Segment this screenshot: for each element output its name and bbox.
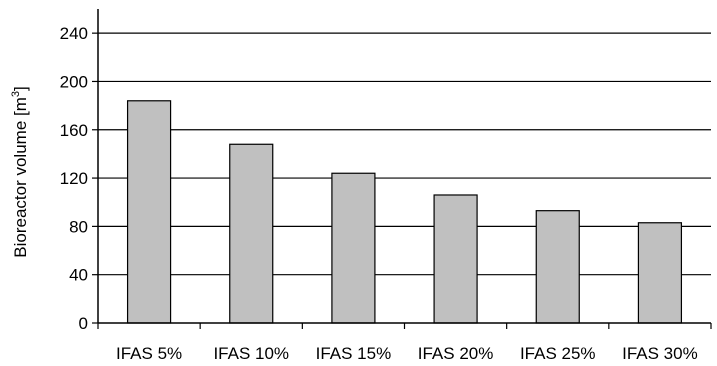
y-tick-labels: 0 40 80 120 160 200 240 <box>60 24 88 333</box>
axes <box>92 9 712 329</box>
x-tick-label-6: IFAS 30% <box>622 344 698 363</box>
y-tick-label-80: 80 <box>69 217 88 236</box>
x-tick-label-4: IFAS 20% <box>418 344 494 363</box>
bar-1 <box>126 100 172 324</box>
bar-2 <box>229 143 274 324</box>
x-tick-label-1: IFAS 5% <box>116 344 182 363</box>
bar-3 <box>331 172 376 324</box>
y-tick-label-0: 0 <box>79 314 88 333</box>
bars <box>126 100 683 324</box>
y-tick-label-240: 240 <box>60 24 88 43</box>
y-tick-label-200: 200 <box>60 72 88 91</box>
gridlines <box>98 32 711 276</box>
x-tick-label-5: IFAS 25% <box>520 344 596 363</box>
bar-6 <box>637 222 683 324</box>
y-axis-label-superscript: 3 <box>10 91 22 97</box>
bar-4 <box>433 194 478 324</box>
y-axis-label-text: Bioreactor volume [m <box>11 97 30 258</box>
x-tick-labels: IFAS 5% IFAS 10% IFAS 15% IFAS 20% IFAS 25% I… <box>116 344 698 363</box>
y-axis-label: Bioreactor volume [m3] <box>10 86 30 257</box>
x-tick-label-3: IFAS 15% <box>316 344 392 363</box>
y-tick-label-120: 120 <box>60 169 88 188</box>
x-tick-label-2: IFAS 10% <box>213 344 289 363</box>
y-tick-label-160: 160 <box>60 121 88 140</box>
bar-5 <box>535 210 580 324</box>
y-axis-label-suffix: ] <box>11 86 30 91</box>
y-tick-label-40: 40 <box>69 266 88 285</box>
